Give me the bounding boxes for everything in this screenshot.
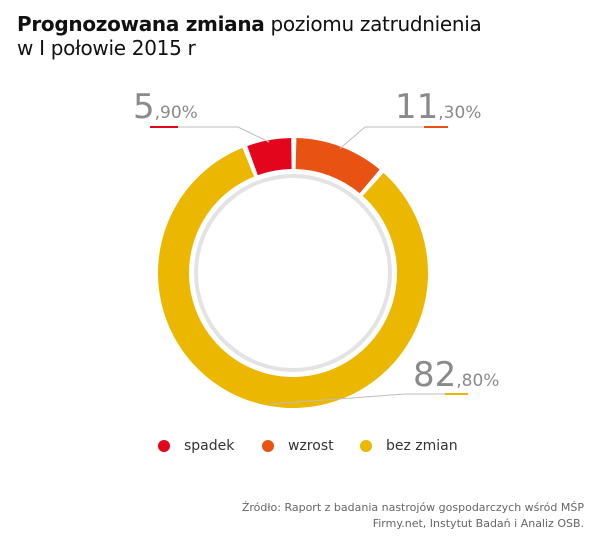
legend-marker-bez-zmian <box>360 440 372 452</box>
legend: spadek wzrost bez zmian <box>0 436 600 456</box>
value-label-whole-bez-zmian: 82 <box>413 355 456 395</box>
leader-line-spadek <box>178 126 270 143</box>
source-note: Źródło: Raport z badania nastrojów gospo… <box>164 500 584 532</box>
value-label-wzrost: 11,30% <box>395 87 481 127</box>
leader-line-bez-zmian <box>269 393 445 405</box>
value-label-fraction-spadek: ,90% <box>155 103 198 123</box>
value-label-spadek: 5,90% <box>133 87 198 127</box>
chart-title-line2: w I połowie 2015 r <box>17 36 196 60</box>
chart-title: Prognozowana zmiana poziomu zatrudnienia… <box>17 12 577 60</box>
legend-marker-spadek <box>158 440 170 452</box>
chart-title-regular: poziomu zatrudnienia <box>264 12 482 36</box>
value-label-fraction-wzrost: ,30% <box>438 103 481 123</box>
legend-marker-wzrost <box>262 440 274 452</box>
legend-item-spadek: spadek <box>158 436 234 456</box>
source-line-2: Firmy.net, Instytut Badań i Analiz OSB. <box>372 517 584 530</box>
value-label-whole-spadek: 5 <box>133 87 155 127</box>
donut-chart: 5,90% 11,30% 82,80% <box>133 87 499 408</box>
legend-label-wzrost: wzrost <box>288 438 334 454</box>
value-label-bez-zmian: 82,80% <box>413 355 499 395</box>
slice-wzrost <box>295 138 380 194</box>
legend-label-spadek: spadek <box>184 438 235 454</box>
leader-line-wzrost <box>339 126 424 149</box>
legend-item-wzrost: wzrost <box>262 436 334 456</box>
chart-title-bold: Prognozowana zmiana <box>17 12 265 36</box>
inner-ring <box>194 174 392 372</box>
slice-spadek <box>247 138 292 176</box>
legend-item-bez-zmian: bez zmian <box>360 436 458 456</box>
value-label-fraction-bez-zmian: ,80% <box>456 371 499 391</box>
source-line-1: Źródło: Raport z badania nastrojów gospo… <box>241 501 584 514</box>
value-label-whole-wzrost: 11 <box>395 87 438 127</box>
legend-label-bez-zmian: bez zmian <box>386 438 458 454</box>
